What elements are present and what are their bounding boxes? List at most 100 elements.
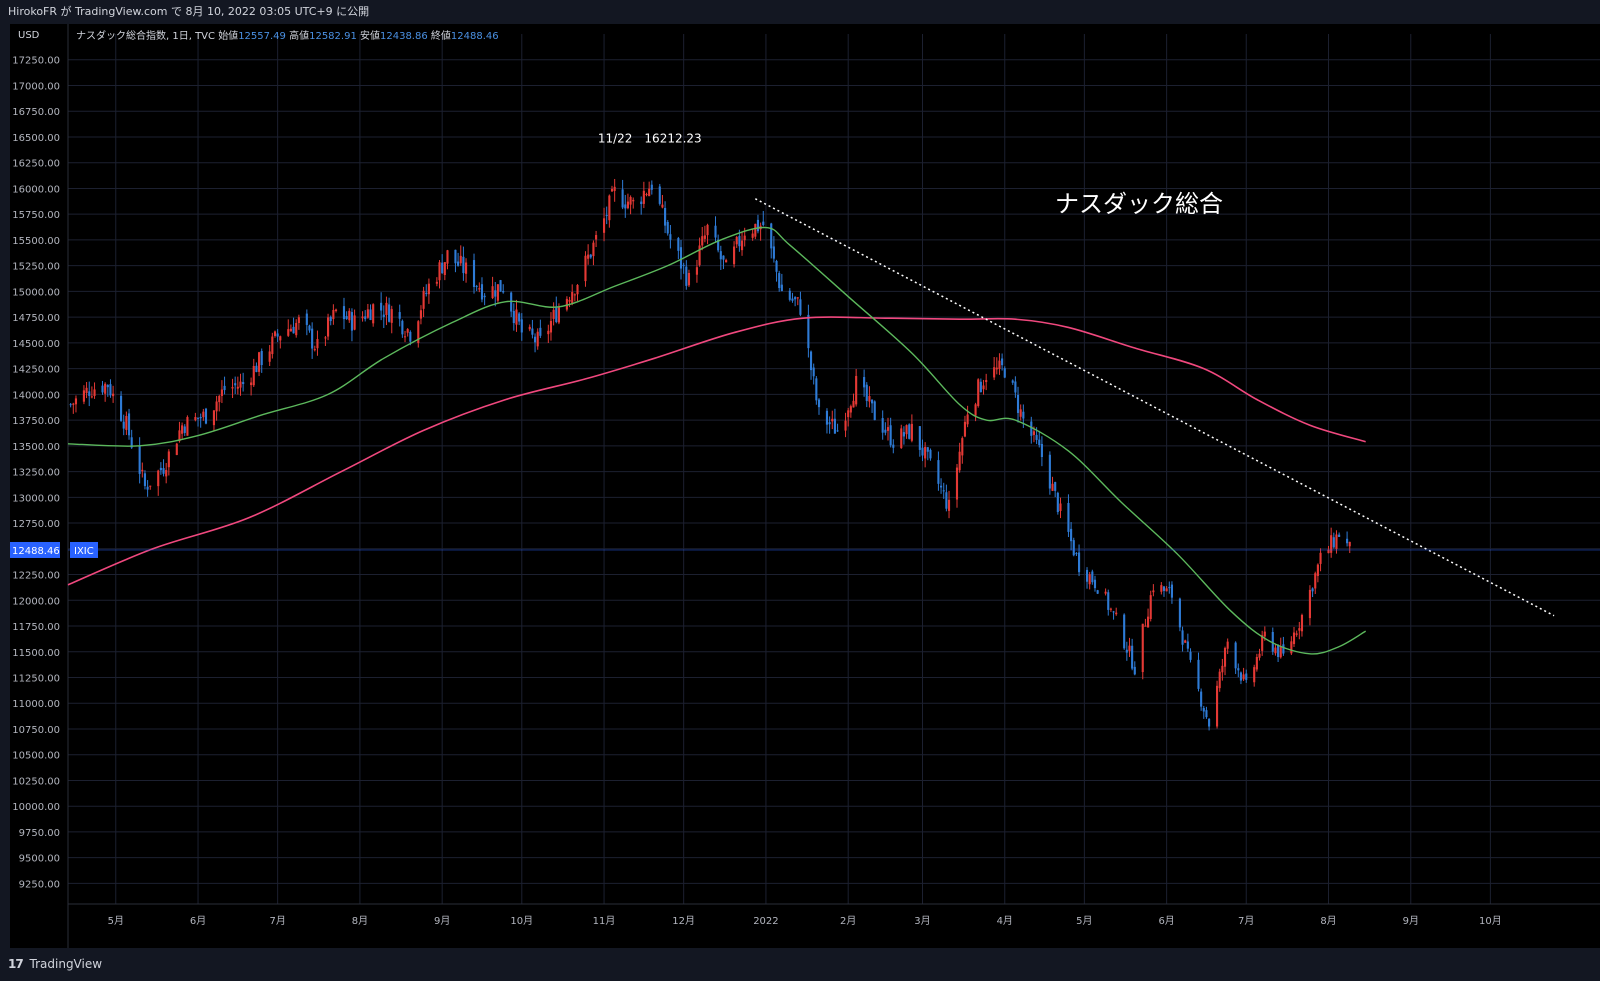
x-tick-label: 5月	[1076, 915, 1092, 927]
candle-body	[202, 411, 205, 418]
tradingview-logo[interactable]: 17 TradingView	[8, 957, 102, 971]
candle-body	[90, 396, 93, 398]
candle-body	[679, 247, 683, 269]
y-tick-label: 17000.00	[12, 81, 60, 92]
candle-body	[995, 367, 998, 370]
footer: 17 TradingView	[0, 948, 1600, 981]
candle-body	[791, 298, 794, 301]
candle-body	[496, 284, 499, 301]
candle-body	[215, 401, 218, 412]
candle-body	[1162, 586, 1166, 591]
candle-body	[677, 238, 680, 251]
x-tick-label: 12月	[672, 915, 695, 927]
candle-body	[682, 264, 685, 266]
candle-body	[234, 383, 237, 386]
candle-body	[1059, 503, 1062, 511]
candle-body	[725, 260, 728, 263]
candle-body	[1011, 380, 1014, 383]
candle-body	[536, 331, 539, 347]
candle-body	[1152, 590, 1155, 593]
ticker-label: IXIC	[74, 546, 94, 557]
candle-body	[403, 336, 407, 338]
ma-long-line	[67, 316, 1366, 586]
candle-body	[695, 267, 698, 275]
chart-area[interactable]: 9250.00 9500.00 9750.00 10000.00 10250.00 105…	[10, 24, 1600, 948]
candle-body	[910, 423, 913, 441]
candle-body	[462, 256, 465, 274]
candle-body	[138, 445, 141, 474]
candle-body	[308, 325, 311, 331]
y-tick-label: 14750.00	[12, 313, 60, 324]
ticker-badge	[70, 541, 98, 558]
y-tick-label: 16250.00	[12, 159, 60, 170]
candle-body	[369, 309, 372, 321]
candle-body	[82, 390, 85, 402]
candle-body	[1271, 631, 1274, 652]
candle-body	[239, 381, 242, 388]
candle-body	[955, 467, 959, 500]
candle-body	[1107, 592, 1110, 610]
candle-body	[258, 352, 261, 372]
candle-body	[847, 410, 850, 418]
y-tick-label: 15000.00	[12, 287, 60, 298]
candle-body	[1022, 411, 1025, 419]
candle-body	[1239, 672, 1243, 681]
y-tick-label: 13000.00	[12, 493, 60, 504]
chart-svg[interactable]: 9250.00 9500.00 9750.00 10000.00 10250.00 105…	[10, 24, 1600, 948]
candle-body	[817, 399, 821, 408]
candle-body	[587, 254, 590, 259]
candle-body	[1290, 641, 1293, 654]
last-price-badge	[10, 541, 60, 558]
candle-body	[1133, 666, 1136, 675]
candle-body	[1146, 616, 1150, 628]
candle-body	[260, 350, 263, 366]
candle-body	[1221, 665, 1224, 673]
candle-body	[457, 261, 460, 266]
candle-body	[1072, 540, 1075, 556]
x-tick-label: 8月	[1320, 915, 1336, 927]
candle-body	[1327, 549, 1330, 554]
candle-body	[390, 309, 393, 323]
candle-body	[242, 382, 245, 385]
candle-body	[1314, 573, 1317, 589]
candle-body	[69, 404, 72, 406]
candle-body	[982, 385, 985, 390]
candle-body	[937, 460, 940, 484]
candle-body	[422, 290, 425, 309]
candle-body	[329, 316, 332, 322]
candle-body	[942, 490, 945, 492]
candle-body	[868, 396, 871, 402]
x-tick-label: 2月	[840, 915, 856, 927]
candle-body	[863, 377, 866, 388]
candle-body	[1253, 667, 1256, 683]
candle-body	[250, 382, 253, 386]
candle-body	[364, 316, 367, 320]
candle-body	[223, 385, 226, 391]
candle-body	[687, 272, 691, 286]
candle-body	[1189, 651, 1192, 660]
candle-body	[1292, 632, 1296, 645]
candle-body	[924, 446, 927, 459]
candle-body	[287, 329, 290, 336]
candle-body	[1003, 368, 1006, 378]
candle-body	[342, 306, 346, 320]
candle-body	[1078, 552, 1081, 573]
candle-body	[327, 317, 330, 337]
candle-body	[871, 399, 874, 404]
candle-body	[807, 314, 810, 349]
legend-part: 終値	[431, 29, 451, 42]
candle-body	[273, 331, 277, 336]
x-tick-label: 2022	[753, 916, 778, 927]
candle-body	[602, 218, 606, 233]
candle-body	[547, 330, 550, 335]
candle-body	[977, 379, 980, 407]
candle-body	[1279, 646, 1282, 658]
candle-body	[204, 408, 208, 424]
candle-body	[533, 336, 537, 343]
candle-body	[608, 195, 611, 221]
candle-body	[1170, 584, 1174, 598]
candle-body	[478, 288, 481, 290]
candle-body	[212, 410, 216, 426]
y-tick-label: 10500.00	[12, 751, 60, 762]
y-tick-label: 10000.00	[12, 802, 60, 813]
